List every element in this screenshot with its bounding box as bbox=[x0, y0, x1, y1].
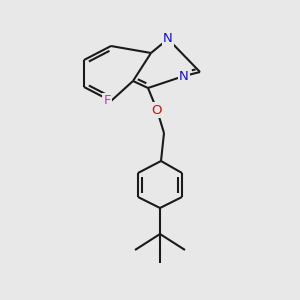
Text: O: O bbox=[152, 103, 162, 116]
Text: F: F bbox=[103, 94, 111, 107]
Text: N: N bbox=[163, 32, 173, 46]
Text: N: N bbox=[179, 70, 189, 83]
